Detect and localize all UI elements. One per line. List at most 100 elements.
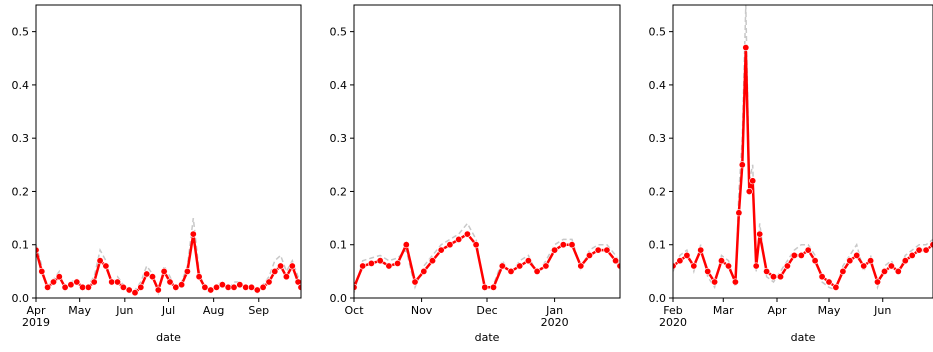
series-point — [377, 258, 383, 264]
series-point — [289, 263, 295, 269]
series-point — [777, 274, 783, 280]
series-point — [114, 279, 120, 285]
series-point — [812, 258, 818, 264]
series-point — [438, 247, 444, 253]
plot-area — [354, 5, 620, 298]
series-point — [604, 247, 610, 253]
series-point — [132, 290, 138, 296]
series-point — [266, 279, 272, 285]
series-point — [456, 236, 462, 242]
series-point — [732, 279, 738, 285]
series-point — [473, 242, 479, 248]
series-point — [586, 252, 592, 258]
series-point — [909, 252, 915, 258]
y-tick-label: 0.2 — [649, 185, 667, 198]
x-tick-label: Sep — [248, 304, 269, 317]
series-point — [149, 274, 155, 280]
series-point — [791, 252, 797, 258]
series-point — [499, 263, 505, 269]
series-point — [750, 178, 756, 184]
x-tick-label: Jun — [873, 304, 891, 317]
series-point — [429, 258, 435, 264]
series-point — [412, 279, 418, 285]
series-point — [763, 268, 769, 274]
y-tick-label: 0.1 — [649, 239, 667, 252]
series-point — [56, 274, 62, 280]
series-point — [746, 188, 752, 194]
x-tick-sublabel: 2019 — [22, 316, 50, 329]
series-point — [155, 287, 161, 293]
series-point — [902, 258, 908, 264]
series-point — [39, 268, 45, 274]
series-point — [237, 282, 243, 288]
series-point — [208, 287, 214, 293]
series-point — [44, 284, 50, 290]
series-point — [578, 263, 584, 269]
series-point — [595, 247, 601, 253]
series-point — [202, 284, 208, 290]
series-point — [85, 284, 91, 290]
series-point — [895, 268, 901, 274]
series-point — [718, 258, 724, 264]
series-point — [517, 263, 523, 269]
series-point — [368, 260, 374, 266]
series-point — [109, 279, 115, 285]
series-point — [196, 274, 202, 280]
series-point — [770, 274, 776, 280]
series-point — [74, 279, 80, 285]
series-point — [805, 247, 811, 253]
series-point — [421, 268, 427, 274]
series-point — [525, 258, 531, 264]
x-tick-label: Aug — [203, 304, 224, 317]
x-tick-sublabel: 2020 — [541, 316, 569, 329]
series-point — [120, 284, 126, 290]
x-tick-sublabel: 2020 — [659, 316, 687, 329]
series-point — [91, 279, 97, 285]
y-tick-label: 0.1 — [12, 239, 30, 252]
series-point — [126, 287, 132, 293]
series-point — [739, 162, 745, 168]
series-point — [684, 252, 690, 258]
x-tick-label: Jul — [161, 304, 175, 317]
x-tick-label: May — [68, 304, 91, 317]
series-point — [161, 268, 167, 274]
x-tick-label: Nov — [411, 304, 433, 317]
y-tick-label: 0.2 — [330, 185, 348, 198]
y-tick-label: 0.4 — [330, 79, 348, 92]
series-point — [888, 263, 894, 269]
series-point — [508, 268, 514, 274]
series-point — [225, 284, 231, 290]
series-point — [50, 279, 56, 285]
series-point — [916, 247, 922, 253]
series-point — [62, 284, 68, 290]
series-point — [736, 210, 742, 216]
series-point — [79, 284, 85, 290]
series-point — [784, 263, 790, 269]
plot-area — [36, 5, 301, 298]
series-point — [283, 274, 289, 280]
series-point — [867, 258, 873, 264]
series-point — [612, 258, 618, 264]
series-point — [691, 263, 697, 269]
series-point — [97, 258, 103, 264]
series-point — [847, 258, 853, 264]
x-tick-label: Mar — [713, 304, 734, 317]
series-point — [923, 247, 929, 253]
series-point — [543, 263, 549, 269]
series-point — [403, 242, 409, 248]
series-point — [260, 284, 266, 290]
series-point — [677, 258, 683, 264]
series-point — [833, 284, 839, 290]
y-tick-label: 0.3 — [649, 132, 667, 145]
x-axis-label: date — [475, 331, 500, 344]
series-point — [167, 279, 173, 285]
y-tick-label: 0.5 — [649, 26, 667, 39]
y-tick-label: 0.5 — [330, 26, 348, 39]
series-point — [819, 274, 825, 280]
series-point — [698, 247, 704, 253]
y-tick-label: 0.3 — [330, 132, 348, 145]
series-point — [272, 268, 278, 274]
